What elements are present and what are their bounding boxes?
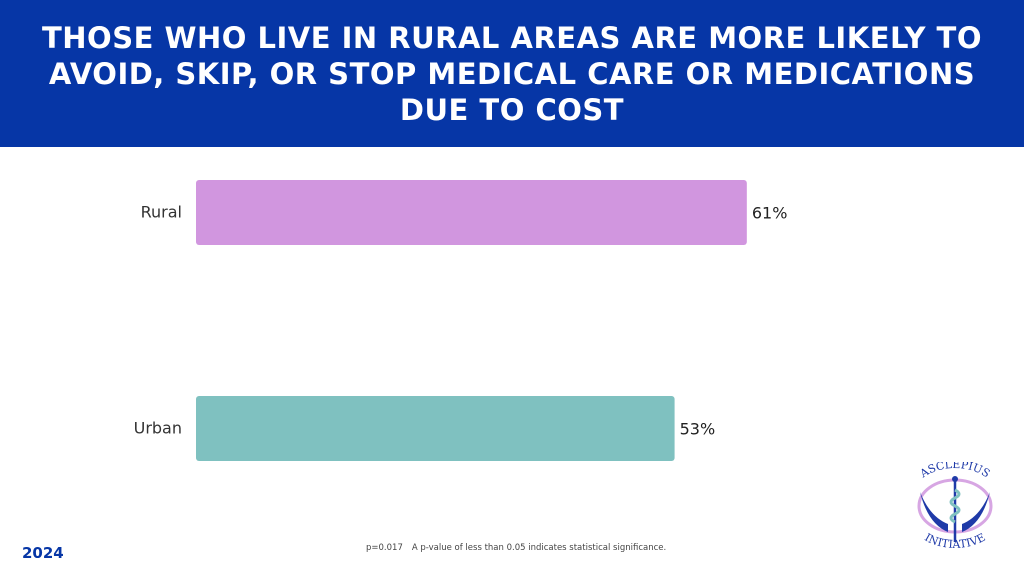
p-value: p=0.017 <box>366 543 403 553</box>
title-banner: Those who live in rural areas are more l… <box>0 0 1024 147</box>
category-label: Rural <box>141 203 182 222</box>
bar-urban <box>196 396 675 461</box>
value-label: 53% <box>680 420 716 439</box>
chart-title: Those who live in rural areas are more l… <box>42 20 982 127</box>
footnote: p=0.017 A p-value of less than 0.05 indic… <box>366 543 666 553</box>
significance-note: A p-value of less than 0.05 indicates st… <box>411 543 667 553</box>
bar-chart: Rural 61% Urban 53% <box>134 180 788 461</box>
asclepius-initiative-logo: ASCLEPIUS INITIATIVE <box>917 462 993 551</box>
category-label: Urban <box>134 419 182 438</box>
bar-rural <box>196 180 747 245</box>
logo-text-bottom: INITIATIVE <box>922 531 987 551</box>
year-label: 2024 <box>22 544 64 562</box>
value-label: 61% <box>752 204 788 223</box>
